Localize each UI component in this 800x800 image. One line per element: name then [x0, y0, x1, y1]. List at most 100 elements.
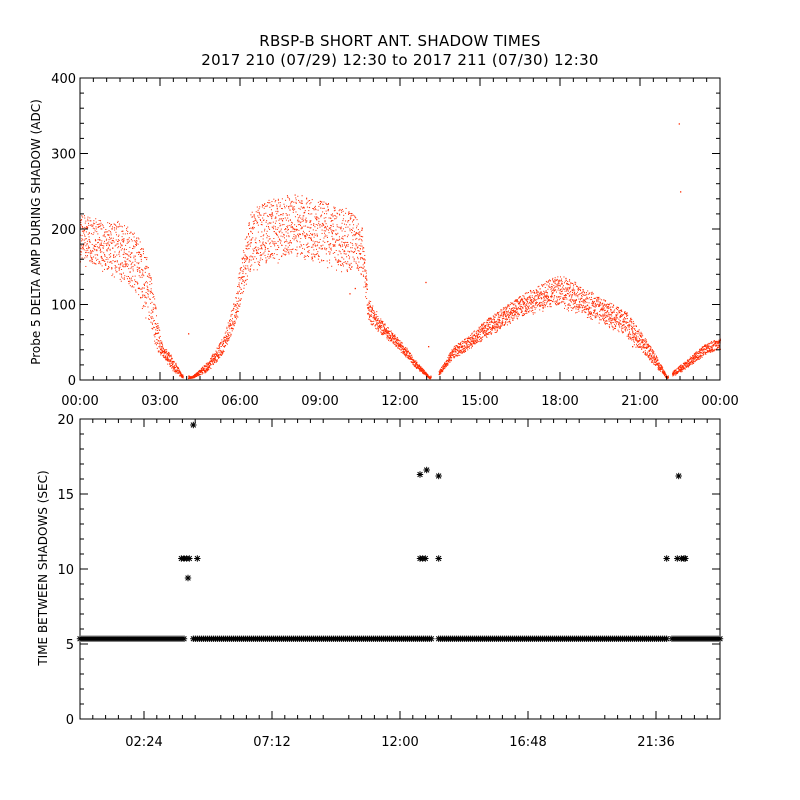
- top-data-point: [348, 254, 349, 256]
- top-data-point: [143, 304, 145, 306]
- top-data-point: [479, 331, 481, 333]
- top-data-point: [332, 233, 333, 235]
- top-data-point: [534, 298, 536, 300]
- top-data-point: [174, 368, 176, 370]
- top-data-point: [306, 220, 308, 222]
- top-data-point: [275, 249, 277, 251]
- top-data-point: [550, 303, 552, 305]
- top-data-point: [548, 280, 550, 282]
- top-data-point: [318, 241, 320, 243]
- top-data-point: [570, 298, 572, 300]
- top-data-point: [388, 332, 390, 334]
- top-data-point: [388, 333, 390, 335]
- top-data-point: [404, 353, 406, 355]
- top-data-point: [452, 354, 454, 356]
- top-data-point: [282, 213, 284, 214]
- top-data-point: [521, 311, 523, 313]
- top-data-point: [534, 292, 536, 294]
- top-data-point: [232, 323, 234, 325]
- top-data-point: [453, 351, 455, 353]
- top-data-point: [284, 217, 286, 219]
- top-data-point: [619, 315, 621, 317]
- top-data-point: [439, 371, 441, 373]
- top-data-point: [476, 340, 478, 342]
- top-data-point: [554, 282, 556, 284]
- top-data-point: [286, 241, 288, 243]
- top-data-point: [379, 320, 381, 322]
- top-data-point: [616, 321, 618, 323]
- top-data-point: [350, 229, 352, 231]
- top-data-point: [89, 220, 91, 222]
- top-data-point: [522, 303, 524, 305]
- top-data-point: [279, 206, 281, 208]
- top-data-point: [165, 358, 167, 360]
- top-data-point: [113, 241, 115, 243]
- top-data-point: [348, 266, 350, 268]
- top-data-point: [237, 292, 239, 294]
- top-data-point: [590, 296, 592, 298]
- top-data-point: [243, 284, 245, 286]
- top-data-point: [117, 247, 119, 249]
- top-data-point: [197, 375, 199, 377]
- top-data-point: [268, 250, 269, 252]
- top-data-point: [564, 296, 566, 298]
- top-data-point: [96, 249, 98, 251]
- top-data-point: [143, 295, 145, 297]
- top-data-point: [208, 365, 210, 367]
- top-data-point: [465, 340, 467, 342]
- top-data-point: [534, 312, 536, 314]
- top-data-point: [588, 302, 590, 304]
- top-data-point: [491, 319, 493, 321]
- top-data-point: [271, 205, 273, 207]
- top-data-point: [374, 317, 376, 319]
- top-data-point: [84, 242, 86, 244]
- top-data-point: [352, 221, 353, 223]
- top-data-point: [110, 241, 112, 243]
- top-data-point: [568, 287, 570, 289]
- top-data-point: [166, 356, 168, 358]
- top-data-point: [525, 307, 527, 309]
- top-data-point: [112, 226, 113, 228]
- top-data-point: [310, 237, 312, 239]
- top-data-point: [314, 205, 316, 207]
- top-data-point: [550, 288, 552, 290]
- top-data-point: [525, 307, 527, 309]
- top-data-point: [278, 258, 280, 260]
- top-data-point: [215, 359, 217, 361]
- top-data-point: [86, 256, 88, 258]
- top-data-point: [214, 359, 216, 361]
- top-data-point: [318, 218, 320, 220]
- top-data-point: [508, 304, 510, 306]
- top-data-point: [602, 308, 604, 310]
- top-data-point: [599, 319, 601, 321]
- top-data-point: [438, 374, 440, 375]
- top-data-point: [441, 366, 443, 368]
- top-data-point: [124, 275, 126, 277]
- top-data-point: [517, 315, 519, 317]
- top-data-point: [318, 255, 320, 257]
- top-data-point: [541, 292, 543, 294]
- top-data-point: [605, 300, 607, 302]
- top-data-point: [283, 253, 285, 255]
- top-data-point: [126, 263, 128, 265]
- top-data-point: [346, 244, 348, 246]
- top-data-point: [394, 340, 396, 342]
- top-data-point: [572, 292, 573, 294]
- top-data-point: [536, 295, 538, 297]
- top-data-point: [616, 314, 618, 316]
- top-data-point: [124, 260, 126, 262]
- top-data-point: [620, 310, 622, 312]
- top-data-point: [457, 352, 459, 354]
- top-data-point: [409, 356, 411, 358]
- top-data-point: [476, 341, 478, 343]
- top-data-point: [500, 309, 502, 311]
- top-data-point: [249, 268, 251, 270]
- top-data-point: [584, 305, 586, 307]
- top-data-point: [111, 242, 113, 244]
- top-data-point: [353, 251, 355, 253]
- top-data-point: [324, 221, 326, 223]
- top-data-point: [299, 246, 301, 248]
- top-data-point: [81, 240, 83, 242]
- top-data-point: [595, 305, 597, 307]
- top-data-point: [100, 222, 102, 224]
